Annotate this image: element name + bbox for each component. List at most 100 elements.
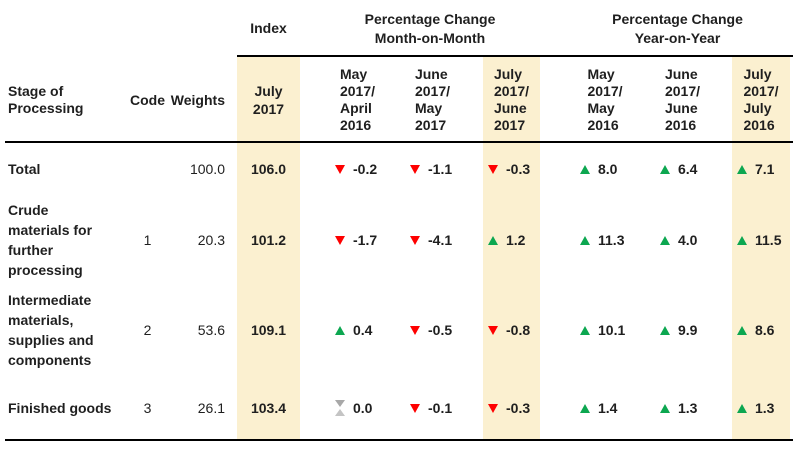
row-finished-stage-cell: Finished goods <box>8 375 130 441</box>
change-value: 9.9 <box>678 322 698 338</box>
row-finished-mom-1-cell: 0.0 <box>320 375 395 441</box>
change-value: 11.3 <box>598 232 625 248</box>
change-value: -4.1 <box>428 232 453 248</box>
mom-july-highlight-band <box>483 57 540 441</box>
yoy-period-3-label: July 2017/ July 2016 <box>743 66 779 133</box>
index-group-label: Index <box>250 20 287 36</box>
row-intermediate-mom-2-cell: -0.5 <box>395 285 470 375</box>
trend-arrow-icon <box>580 325 590 335</box>
trend-arrow-icon <box>660 325 670 335</box>
row-crude-stage-label: Crude materials for further processing <box>8 202 93 278</box>
row-finished-stage-label: Finished goods <box>8 400 112 416</box>
row-intermediate-weight-cell: 53.6 <box>165 285 228 375</box>
trend-arrow-icon <box>580 164 590 174</box>
row-finished-index-cell: 103.4 <box>237 375 300 441</box>
change-value: 6.4 <box>678 161 698 177</box>
change-value: 8.6 <box>755 322 775 338</box>
row-crude-code-cell: 1 <box>130 195 165 285</box>
row-crude-yoy-1-cell: 11.3 <box>565 195 645 285</box>
mom-group-header: Percentage Change Month-on-Month <box>320 0 540 57</box>
trend-arrow-icon <box>737 235 747 245</box>
yoy-july-highlight-band <box>732 57 790 441</box>
weights-column-header: Weights <box>165 57 228 143</box>
table-bottom-divider <box>5 439 793 441</box>
trend-arrow-icon <box>580 235 590 245</box>
yoy-group-header: Percentage Change Year-on-Year <box>565 0 790 57</box>
row-intermediate-yoy-2-cell: 9.9 <box>645 285 720 375</box>
row-crude-index-value: 101.2 <box>250 232 287 248</box>
trend-arrow-icon <box>335 164 345 174</box>
mom-period-3-label: July 2017/ June 2017 <box>493 66 530 133</box>
change-value: -0.3 <box>506 161 531 177</box>
row-crude-index-cell: 101.2 <box>237 195 300 285</box>
row-finished-yoy-3-cell: 1.3 <box>732 375 790 441</box>
change-value: 1.4 <box>598 400 618 416</box>
row-intermediate-yoy-1-cell: 10.1 <box>565 285 645 375</box>
trend-arrow-icon <box>580 403 590 413</box>
trend-arrow-icon <box>660 164 670 174</box>
row-crude-mom-1-cell: -1.7 <box>320 195 395 285</box>
row-intermediate-stage-label: Intermediate materials, supplies and com… <box>8 292 94 368</box>
change-value: 7.1 <box>755 161 775 177</box>
trend-arrow-icon <box>660 403 670 413</box>
change-value: 8.0 <box>598 161 618 177</box>
change-value: -1.7 <box>353 232 378 248</box>
no-change-icon <box>335 400 345 416</box>
change-value: 0.0 <box>353 400 373 416</box>
mom-period-2-label: June 2017/ May 2017 <box>414 66 451 133</box>
trend-arrow-icon <box>335 325 345 335</box>
row-finished-mom-3-cell: -0.3 <box>483 375 540 441</box>
change-value: -1.1 <box>428 161 453 177</box>
index-period-label: July 2017 <box>252 83 285 117</box>
row-crude-stage-cell: Crude materials for further processing <box>8 195 130 285</box>
trend-arrow-icon <box>737 325 747 335</box>
index-group-header: Index <box>237 0 300 57</box>
row-intermediate-yoy-3-cell: 8.6 <box>732 285 790 375</box>
trend-arrow-icon <box>488 164 498 174</box>
trend-arrow-icon <box>410 164 420 174</box>
change-value: 11.5 <box>755 232 782 248</box>
mom-period-3-header: July 2017/ June 2017 <box>483 57 540 143</box>
yoy-period-2-header: June 2017/ June 2016 <box>645 57 720 143</box>
mom-period-1-label: May 2017/ April 2016 <box>339 66 376 133</box>
row-intermediate-index-value: 109.1 <box>250 322 287 338</box>
yoy-period-1-header: May 2017/ May 2016 <box>565 57 645 143</box>
row-crude-mom-2-cell: -4.1 <box>395 195 470 285</box>
row-finished-mom-2-cell: -0.1 <box>395 375 470 441</box>
trend-arrow-icon <box>660 235 670 245</box>
trend-arrow-icon <box>410 235 420 245</box>
row-total-yoy-2-cell: 6.4 <box>645 143 720 195</box>
row-finished-code-value: 3 <box>143 400 152 416</box>
change-value: 4.0 <box>678 232 698 248</box>
index-highlight-band <box>237 57 300 441</box>
row-total-mom-2-cell: -1.1 <box>395 143 470 195</box>
row-crude-mom-3-cell: 1.2 <box>483 195 540 285</box>
weights-header-label: Weights <box>170 91 225 108</box>
row-total-index-value: 106.0 <box>250 161 287 177</box>
row-finished-yoy-2-cell: 1.3 <box>645 375 720 441</box>
row-total-mom-3-cell: -0.3 <box>483 143 540 195</box>
mom-group-label: Percentage Change Month-on-Month <box>364 10 496 46</box>
row-finished-weight-cell: 26.1 <box>165 375 228 441</box>
row-finished-weight-value: 26.1 <box>197 400 225 416</box>
row-intermediate-code-cell: 2 <box>130 285 165 375</box>
trend-arrow-icon <box>488 403 498 413</box>
trend-arrow-icon <box>488 325 498 335</box>
stage-column-header: Stage of Processing <box>8 57 130 143</box>
row-crude-code-value: 1 <box>143 232 152 248</box>
change-value: -0.3 <box>506 400 531 416</box>
row-intermediate-code-value: 2 <box>143 322 152 338</box>
change-value: 1.3 <box>678 400 698 416</box>
change-value: 0.4 <box>353 322 373 338</box>
row-total-code-cell <box>130 143 165 195</box>
change-value: -0.8 <box>506 322 531 338</box>
row-intermediate-weight-value: 53.6 <box>197 322 225 338</box>
row-total-stage-cell: Total <box>8 143 130 195</box>
row-total-index-cell: 106.0 <box>237 143 300 195</box>
yoy-group-label: Percentage Change Year-on-Year <box>612 10 743 46</box>
row-total-weight-value: 100.0 <box>189 161 225 177</box>
row-finished-code-cell: 3 <box>130 375 165 441</box>
yoy-period-3-header: July 2017/ July 2016 <box>732 57 790 143</box>
row-total-mom-1-cell: -0.2 <box>320 143 395 195</box>
